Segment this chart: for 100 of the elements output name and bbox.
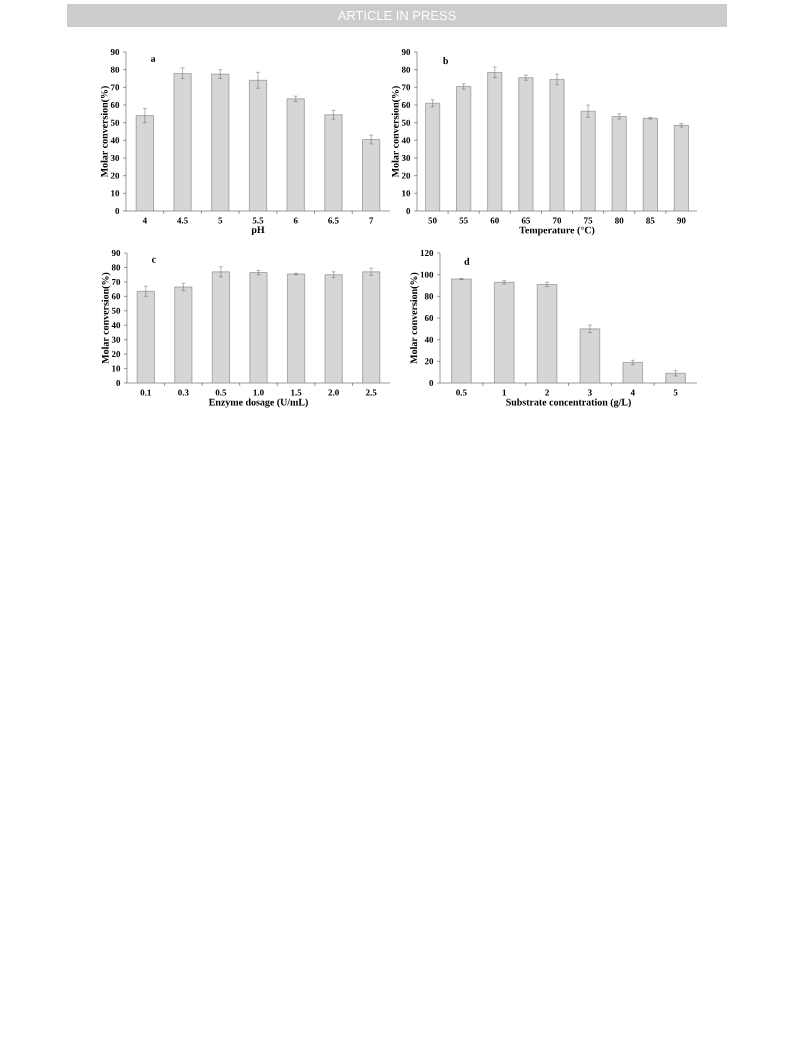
x-tick-label: 6 [293, 217, 298, 224]
x-axis-title: Substrate concentration (g/L) [506, 398, 631, 408]
bar [518, 77, 534, 212]
x-tick-label: 7 [369, 217, 374, 224]
y-tick-label: 10 [402, 190, 411, 197]
x-tick-label: 0.3 [178, 389, 189, 396]
y-tick-label: 80 [111, 264, 121, 271]
y-tick-label: 120 [420, 249, 434, 257]
y-tick-label: 40 [110, 137, 120, 144]
y-tick-label: 90 [110, 48, 120, 56]
y-axis-title: Molar conversion(%) [100, 86, 110, 178]
y-tick-label: 30 [110, 154, 120, 162]
x-tick-label: 4 [142, 217, 147, 224]
bar [135, 115, 154, 212]
x-tick-label: 85 [646, 217, 655, 224]
bar [174, 286, 193, 384]
y-tick-label: 90 [401, 48, 411, 56]
bar [494, 282, 515, 384]
bar [611, 116, 627, 212]
y-tick-label: 90 [111, 249, 121, 257]
bar [580, 111, 596, 212]
y-tick-label: 80 [401, 66, 411, 73]
y-tick-label: 0 [406, 207, 411, 215]
y-tick-label: 20 [424, 358, 434, 365]
annotation: c [151, 257, 156, 263]
y-tick-label: 50 [401, 119, 411, 126]
bar [456, 86, 472, 212]
bar [642, 118, 658, 212]
x-tick-label: 5 [218, 217, 223, 224]
y-tick-label: 60 [111, 293, 121, 300]
x-tick-label: 60 [490, 217, 499, 224]
annotation: a [150, 57, 156, 62]
y-tick-label: 60 [424, 314, 434, 322]
y-tick-label: 10 [112, 365, 121, 372]
y-axis-title: Molar conversion(%) [410, 272, 420, 364]
x-tick-label: 5 [673, 389, 678, 396]
bar [425, 103, 440, 212]
bar [451, 278, 472, 384]
annotation: d [464, 257, 470, 265]
y-tick-label: 70 [112, 278, 121, 285]
y-tick-label: 0 [429, 379, 434, 387]
x-axis-title: Enzyme dosage (U/mL) [208, 398, 308, 408]
x-tick-label: 55 [459, 217, 468, 224]
y-axis-title: Molar conversion(%) [391, 86, 401, 178]
bar [487, 72, 503, 212]
bar [324, 114, 343, 212]
bar [211, 73, 230, 212]
bar [549, 79, 565, 212]
bar [173, 73, 192, 212]
x-tick-label: 65 [521, 217, 531, 224]
x-tick-label: 4.5 [177, 217, 188, 224]
y-tick-label: 0 [116, 379, 121, 387]
y-tick-label: 40 [401, 137, 411, 144]
bar [324, 274, 343, 384]
x-tick-label: 75 [584, 217, 593, 224]
y-tick-label: 0 [115, 207, 120, 215]
y-tick-label: 50 [111, 307, 121, 314]
bar [622, 362, 643, 384]
y-tick-label: 30 [111, 336, 121, 343]
x-tick-label: 0.1 [140, 389, 151, 396]
x-tick-label: 0.5 [456, 389, 467, 396]
y-tick-label: 20 [111, 351, 121, 358]
y-tick-label: 70 [402, 84, 411, 91]
y-tick-label: 40 [111, 322, 121, 329]
x-tick-label: 1.5 [291, 389, 302, 396]
y-tick-label: 50 [110, 119, 120, 126]
y-tick-label: 40 [424, 336, 434, 343]
annotation: b [443, 57, 449, 65]
x-tick-label: 1.0 [253, 389, 264, 396]
y-axis-title: Molar conversion(%) [101, 272, 111, 364]
x-tick-label: 5.5 [252, 217, 264, 224]
y-tick-label: 80 [110, 66, 120, 73]
y-tick-label: 20 [401, 172, 411, 179]
x-tick-label: 2.5 [365, 389, 377, 396]
x-tick-label: 2.0 [328, 389, 339, 396]
x-axis-title: pH [251, 226, 265, 236]
bar [665, 373, 686, 384]
y-tick-label: 30 [401, 154, 411, 162]
x-tick-label: 90 [677, 217, 686, 224]
bar [249, 272, 268, 384]
x-tick-label: 3 [588, 389, 592, 396]
y-tick-label: 80 [424, 293, 434, 300]
x-tick-label: 6.5 [328, 217, 339, 224]
bar [579, 328, 600, 384]
bar [537, 284, 558, 384]
x-axis-title: Temperature (°C) [519, 226, 595, 236]
y-tick-label: 60 [401, 101, 411, 109]
bar [674, 125, 689, 212]
y-tick-label: 20 [110, 172, 120, 179]
x-tick-label: 2 [545, 389, 549, 396]
bar [286, 98, 305, 212]
bar [249, 80, 267, 212]
bar [362, 139, 381, 212]
bar [287, 273, 305, 384]
x-tick-label: 80 [615, 217, 624, 224]
x-tick-label: 0.5 [215, 389, 227, 396]
y-tick-label: 10 [111, 190, 120, 197]
bar [362, 271, 381, 384]
x-tick-label: 70 [553, 217, 562, 224]
y-tick-label: 60 [110, 101, 120, 109]
